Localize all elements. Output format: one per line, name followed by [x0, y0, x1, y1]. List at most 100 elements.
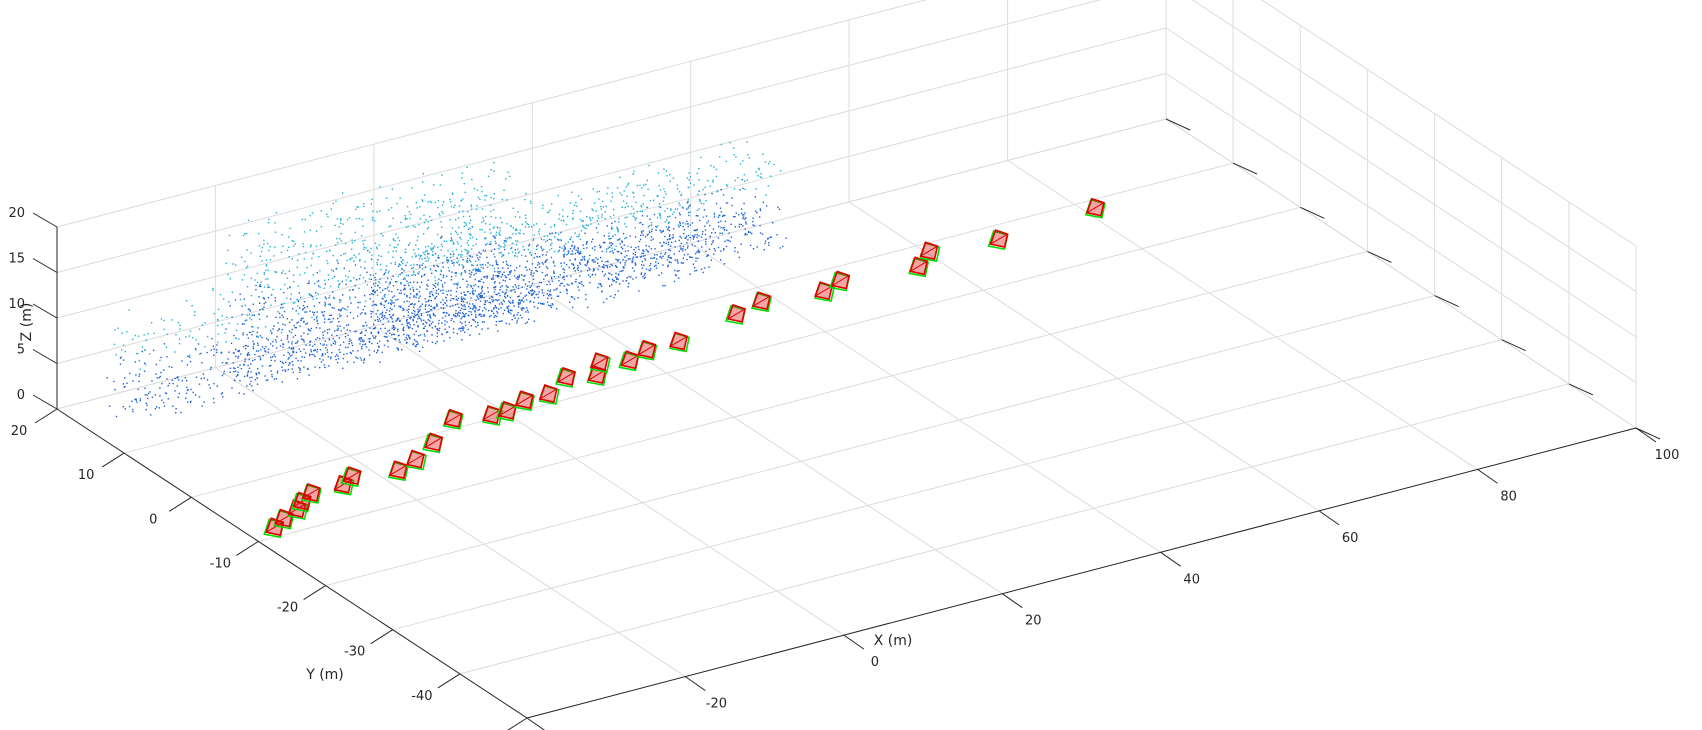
cloud-point — [362, 339, 364, 341]
cloud-point — [334, 224, 336, 227]
cloud-point — [383, 335, 386, 338]
cloud-point — [390, 207, 393, 209]
cloud-point — [252, 326, 254, 328]
cloud-point — [509, 271, 511, 273]
cloud-point — [163, 405, 166, 407]
cloud-point — [296, 342, 298, 344]
cloud-point — [368, 278, 371, 280]
cloud-point — [437, 293, 439, 295]
cloud-point — [309, 341, 311, 343]
cloud-point — [665, 226, 667, 228]
cloud-point — [530, 270, 533, 272]
cloud-point — [469, 219, 472, 221]
cloud-point — [518, 251, 521, 253]
cloud-point — [646, 250, 649, 252]
cloud-point — [596, 231, 599, 234]
cloud-point — [399, 341, 401, 343]
cloud-point — [717, 237, 720, 239]
cloud-point — [610, 244, 612, 247]
cloud-point — [151, 380, 153, 382]
cloud-point — [350, 248, 353, 250]
cloud-point — [608, 232, 610, 234]
cloud-point — [156, 377, 158, 379]
cloud-point — [313, 354, 315, 356]
cloud-point — [277, 311, 279, 313]
cloud-point — [494, 315, 496, 317]
cloud-point — [254, 279, 256, 281]
cloud-point — [353, 277, 355, 279]
cloud-point — [323, 311, 326, 313]
cloud-point — [379, 263, 382, 266]
cloud-point — [681, 206, 683, 208]
cloud-point — [678, 202, 680, 204]
cloud-point — [493, 287, 495, 289]
cloud-point — [252, 330, 254, 332]
cloud-point — [695, 269, 698, 272]
cloud-point — [661, 272, 663, 274]
cloud-point — [411, 327, 414, 330]
cloud-point — [504, 295, 506, 298]
cloud-point — [288, 256, 290, 258]
cloud-point — [263, 239, 265, 242]
cloud-point — [354, 296, 357, 298]
cloud-point — [755, 210, 757, 212]
cloud-point — [442, 317, 444, 319]
cloud-point — [639, 238, 642, 241]
cloud-point — [609, 216, 612, 218]
cloud-point — [564, 246, 566, 249]
cloud-point — [511, 242, 514, 244]
cloud-point — [503, 242, 505, 244]
cloud-point — [250, 363, 252, 365]
cloud-point — [511, 318, 513, 321]
cloud-point — [687, 223, 689, 225]
cloud-point — [481, 208, 484, 210]
cloud-point — [340, 218, 342, 220]
cloud-point — [393, 295, 396, 297]
cloud-point — [253, 343, 255, 346]
cloud-point — [709, 185, 711, 187]
cloud-point — [540, 303, 542, 305]
cloud-point — [664, 221, 666, 223]
cloud-point — [286, 336, 289, 338]
cloud-point — [451, 192, 454, 194]
cloud-point — [249, 317, 251, 319]
cloud-point — [155, 373, 157, 375]
cloud-point — [320, 225, 322, 228]
cloud-point — [633, 170, 635, 172]
cloud-point — [200, 352, 202, 355]
cloud-point — [312, 253, 314, 255]
cloud-point — [265, 278, 267, 280]
cloud-point — [434, 279, 437, 282]
cloud-point — [240, 256, 243, 258]
cloud-point — [553, 289, 555, 291]
camera-pose — [908, 256, 930, 278]
cloud-point — [421, 264, 423, 266]
cloud-point — [464, 248, 466, 251]
cloud-point — [191, 337, 194, 339]
cloud-point — [155, 363, 157, 366]
cloud-point — [135, 398, 137, 400]
cloud-point — [319, 367, 321, 369]
cloud-point — [723, 263, 726, 265]
cloud-point — [331, 277, 334, 279]
cloud-point — [701, 246, 703, 248]
cloud-point — [678, 226, 680, 228]
cloud-point — [650, 257, 652, 259]
cloud-point — [674, 246, 676, 248]
cloud-point — [255, 288, 257, 291]
cloud-point — [212, 345, 214, 347]
cloud-point — [131, 338, 134, 340]
cloud-point — [653, 265, 656, 267]
camera-frustum-edge — [302, 487, 321, 499]
cloud-point — [293, 280, 295, 283]
cloud-point — [540, 246, 542, 248]
cloud-point — [429, 215, 431, 218]
cloud-point — [538, 281, 541, 284]
cloud-point — [634, 262, 636, 264]
cloud-point — [461, 254, 463, 256]
cloud-point — [277, 329, 279, 332]
cloud-point — [565, 243, 567, 245]
cloud-point — [768, 244, 770, 246]
cloud-point — [338, 349, 340, 351]
cloud-point — [323, 321, 326, 323]
